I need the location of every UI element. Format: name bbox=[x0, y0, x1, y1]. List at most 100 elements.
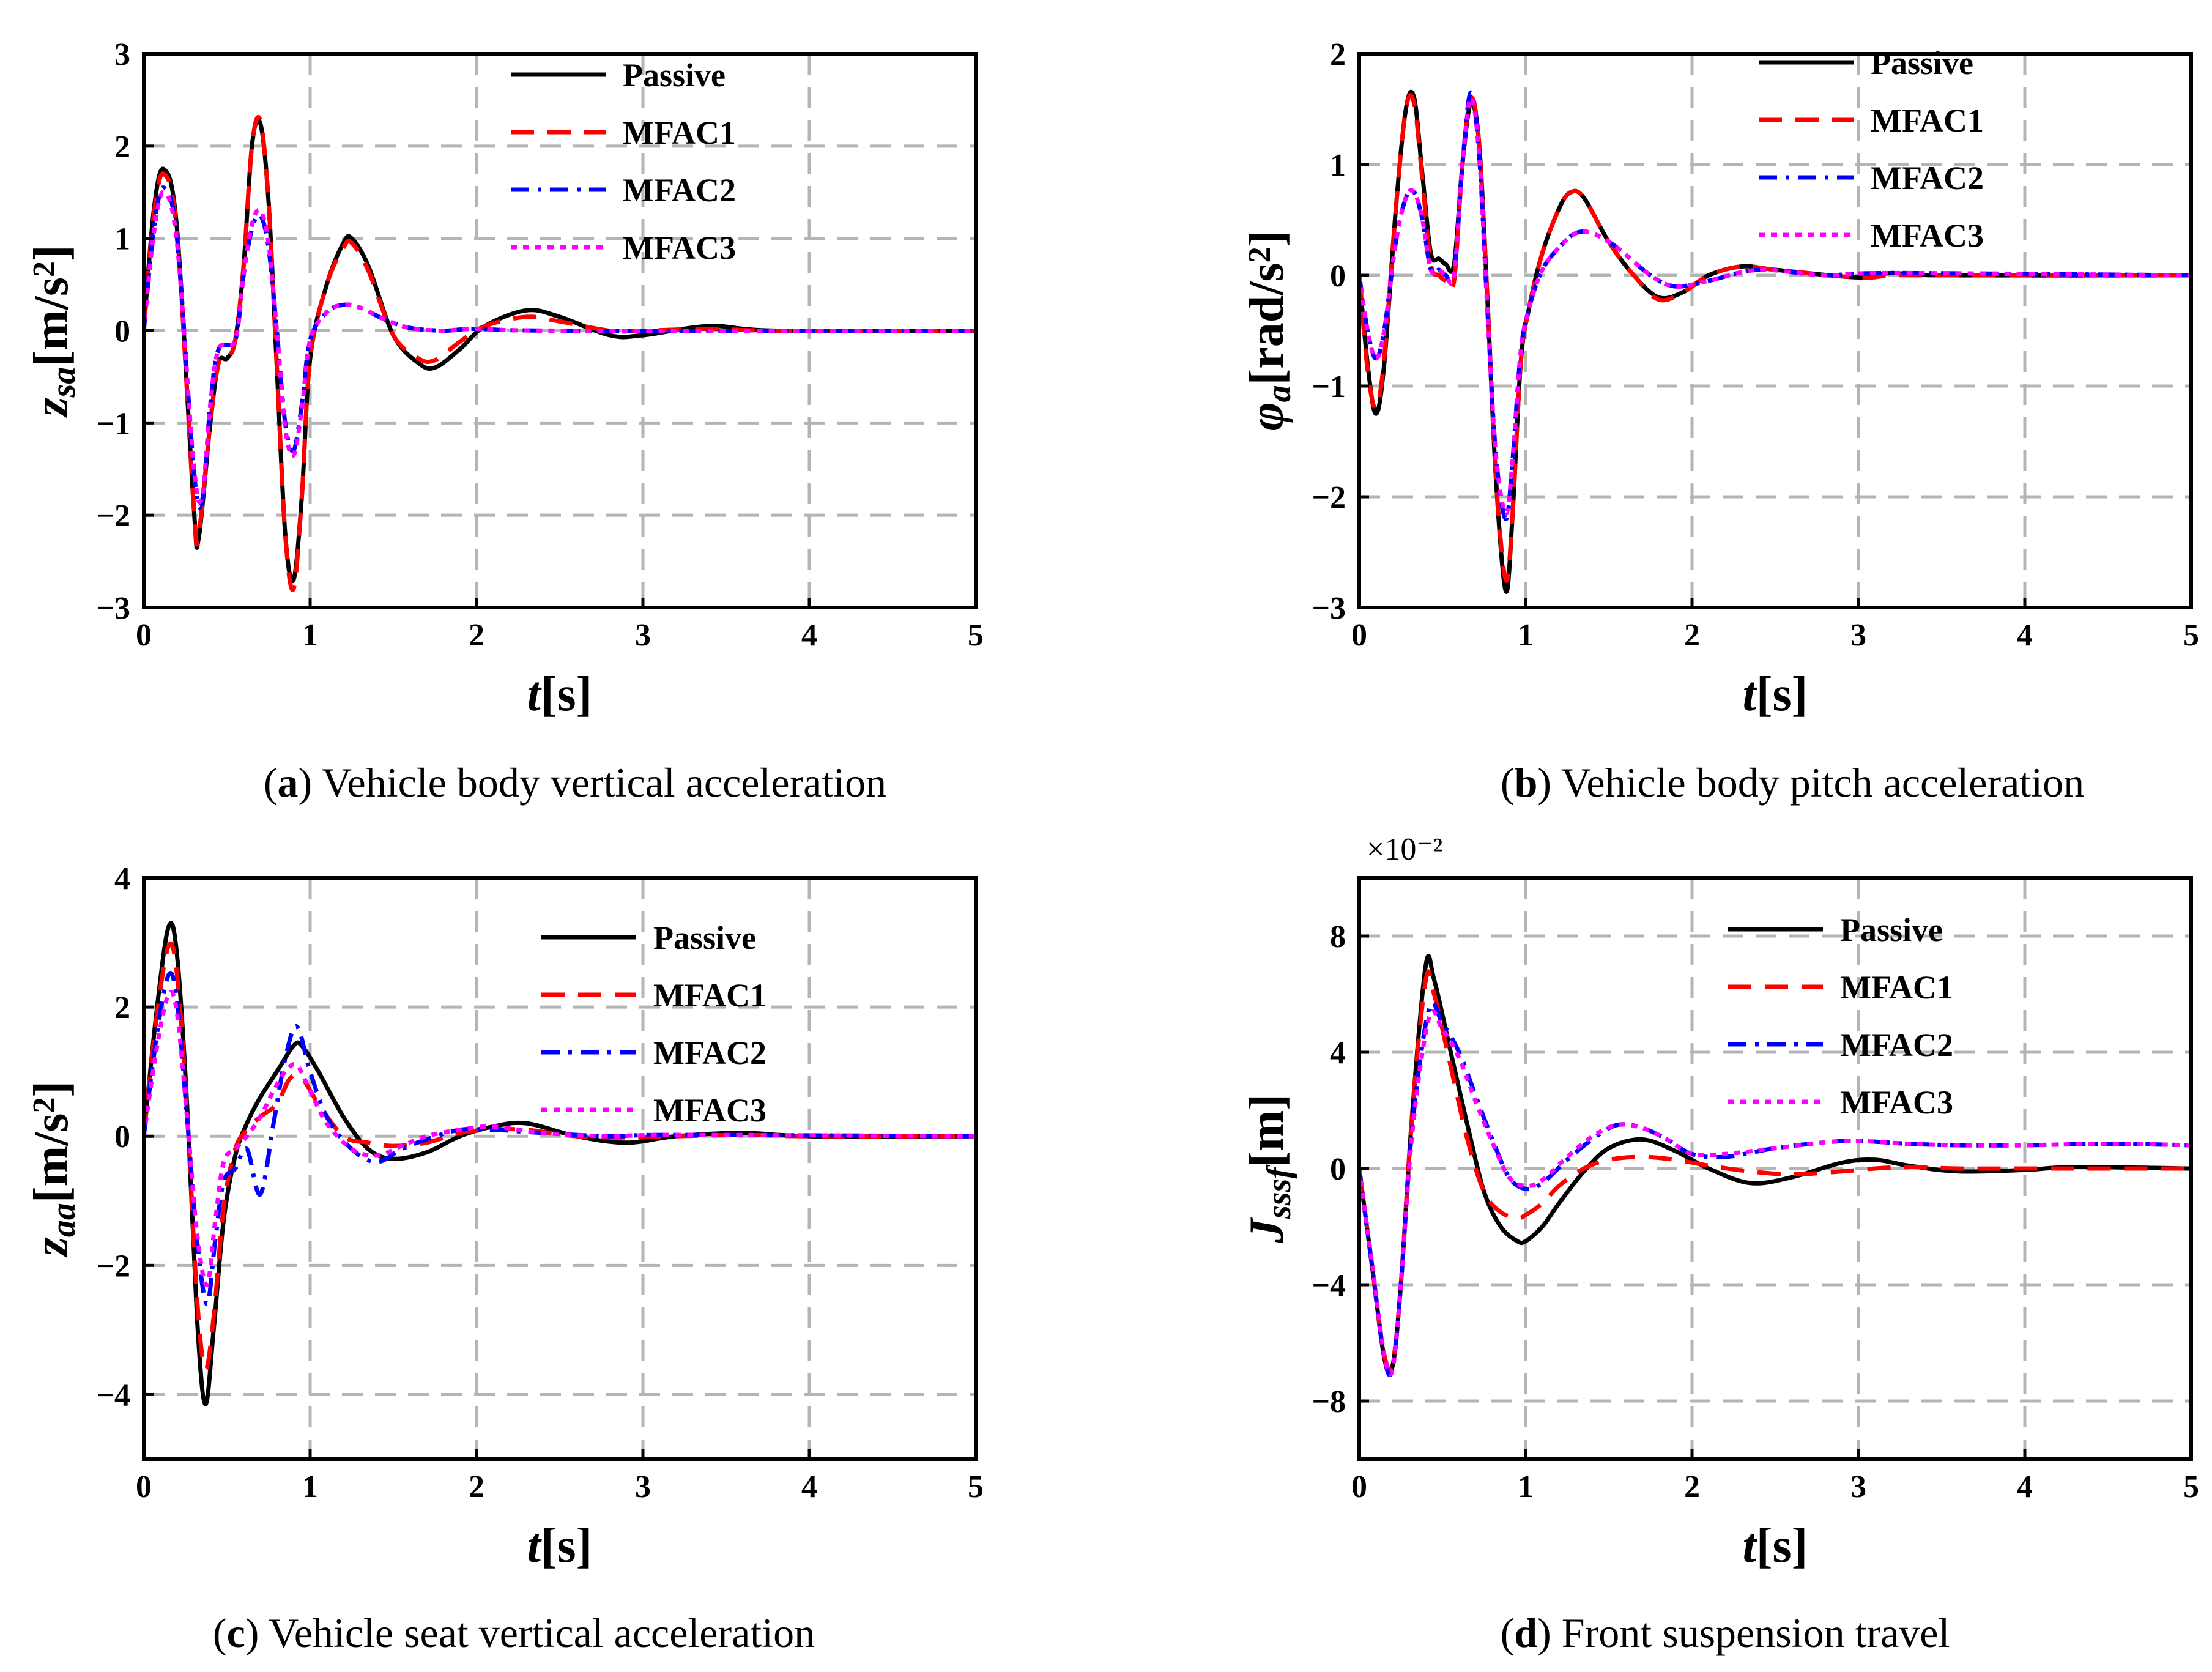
panel-caption: (b) Vehicle body pitch acceleration bbox=[1501, 759, 2084, 806]
legend: Passive MFAC1 MFAC2 MFAC3 bbox=[541, 920, 766, 1129]
x-tick-label: 0 bbox=[1351, 618, 1367, 653]
x-tick-label: 4 bbox=[2017, 1470, 2033, 1504]
x-axis-label: t[s] bbox=[527, 667, 593, 721]
chart-panel-c: 0 1 2 3 4 5 −4 −2 0 2 4 t[s] zaa[m/s2] Passive MFAC1 MF… bbox=[24, 861, 984, 1656]
x-tick-label: 0 bbox=[1351, 1470, 1367, 1504]
legend-label-mfac2: MFAC2 bbox=[1871, 160, 1984, 196]
x-tick-label: 0 bbox=[136, 1470, 152, 1504]
legend-label-mfac3: MFAC3 bbox=[1840, 1084, 1953, 1121]
y-tick-label: 2 bbox=[114, 130, 130, 165]
x-tick-label: 4 bbox=[2017, 618, 2033, 653]
y-tick-label: 8 bbox=[1330, 920, 1346, 954]
series-line-passive bbox=[1359, 89, 2191, 594]
y-tick-label: 4 bbox=[114, 861, 130, 896]
legend-label-mfac2: MFAC2 bbox=[653, 1035, 766, 1071]
legend-label-passive: Passive bbox=[623, 57, 726, 94]
y-axis-exponent: ×10⁻² bbox=[1367, 832, 1442, 867]
series-line-mfac2 bbox=[1359, 1000, 2191, 1378]
legend-label-mfac1: MFAC1 bbox=[1840, 969, 1953, 1006]
chart-panel-a: 0 1 2 3 4 5 −3 −2 −1 0 1 2 3 t[s] zsa[m/s2] Passive MFAC… bbox=[24, 37, 984, 806]
x-axis-label: t[s] bbox=[1743, 1519, 1808, 1573]
y-axis-label: φa[rad/s2] bbox=[1240, 231, 1298, 431]
series-line-mfac3 bbox=[144, 190, 976, 505]
x-tick-label: 3 bbox=[635, 1470, 651, 1504]
y-tick-label: −3 bbox=[1312, 591, 1346, 626]
plot-frame bbox=[142, 876, 978, 1461]
panel-caption: (a) Vehicle body vertical acceleration bbox=[264, 759, 886, 806]
legend-label-mfac1: MFAC1 bbox=[1871, 102, 1984, 139]
x-tick-label: 1 bbox=[302, 1470, 318, 1504]
chart-panel-b: 0 1 2 3 4 5 −3 −2 −1 0 1 2 t[s] φa[rad/s2] Passive MFAC… bbox=[1240, 37, 2199, 806]
y-tick-label: −1 bbox=[1312, 370, 1346, 404]
x-tick-label: 4 bbox=[801, 618, 817, 653]
x-axis-label: t[s] bbox=[1743, 667, 1808, 721]
x-tick-label: 4 bbox=[801, 1470, 817, 1504]
x-tick-label: 0 bbox=[136, 618, 152, 653]
x-tick-label: 1 bbox=[302, 618, 318, 653]
legend-label-mfac2: MFAC2 bbox=[1840, 1027, 1953, 1063]
x-tick-label: 5 bbox=[2183, 618, 2199, 653]
series-line-mfac3 bbox=[1359, 1009, 2191, 1377]
legend-label-mfac2: MFAC2 bbox=[623, 172, 736, 209]
series-line-mfac1 bbox=[144, 114, 976, 592]
plot-frame bbox=[1357, 52, 2193, 609]
legend-label-passive: Passive bbox=[1871, 45, 1973, 81]
series-line-mfac3 bbox=[144, 990, 976, 1287]
legend-label-passive: Passive bbox=[653, 920, 756, 956]
x-tick-label: 2 bbox=[469, 618, 484, 653]
y-axis-label: zaa[m/s2] bbox=[24, 1081, 83, 1258]
series-line-passive bbox=[1359, 953, 2191, 1375]
y-tick-label: −1 bbox=[96, 406, 130, 441]
panel-caption: (c) Vehicle seat vertical acceleration bbox=[213, 1610, 815, 1656]
series-line-mfac2 bbox=[1359, 90, 2191, 521]
y-tick-label: −2 bbox=[96, 1249, 130, 1284]
legend: Passive MFAC1 MFAC2 MFAC3 bbox=[1728, 912, 1953, 1121]
y-tick-label: −3 bbox=[96, 591, 130, 626]
legend-label-mfac3: MFAC3 bbox=[653, 1092, 766, 1129]
series-line-mfac1 bbox=[1359, 969, 2191, 1372]
legend-label-mfac3: MFAC3 bbox=[623, 229, 736, 266]
y-tick-label: 1 bbox=[1330, 148, 1346, 183]
x-tick-label: 1 bbox=[1518, 1470, 1534, 1504]
x-tick-label: 2 bbox=[1684, 618, 1700, 653]
series-line-mfac2 bbox=[144, 185, 976, 510]
y-axis-label: Jsssf[m] bbox=[1240, 1094, 1298, 1244]
y-tick-label: 4 bbox=[1330, 1036, 1346, 1071]
series-line-mfac2 bbox=[144, 971, 976, 1307]
y-tick-label: 2 bbox=[114, 990, 130, 1025]
x-tick-label: 2 bbox=[469, 1470, 484, 1504]
x-tick-label: 5 bbox=[968, 618, 984, 653]
y-tick-label: 0 bbox=[1330, 1152, 1346, 1187]
panel-caption: (d) Front suspension travel bbox=[1501, 1610, 1950, 1656]
x-tick-label: 1 bbox=[1518, 618, 1534, 653]
legend: Passive MFAC1 MFAC2 MFAC3 bbox=[1759, 45, 1984, 254]
x-tick-label: 2 bbox=[1684, 1470, 1700, 1504]
x-tick-label: 3 bbox=[635, 618, 651, 653]
y-tick-label: −8 bbox=[1312, 1384, 1346, 1419]
x-axis-label: t[s] bbox=[527, 1519, 593, 1573]
y-tick-label: 0 bbox=[1330, 259, 1346, 294]
y-tick-label: 2 bbox=[1330, 37, 1346, 72]
y-tick-label: 0 bbox=[114, 314, 130, 349]
legend-label-mfac3: MFAC3 bbox=[1871, 217, 1984, 254]
x-tick-label: 3 bbox=[1850, 1470, 1866, 1504]
x-tick-label: 5 bbox=[968, 1470, 984, 1504]
legend-label-passive: Passive bbox=[1840, 912, 1943, 948]
series-line-mfac1 bbox=[144, 941, 976, 1371]
series-line-mfac3 bbox=[1359, 95, 2191, 516]
chart-panel-d: 0 1 2 3 4 5 −8 −4 0 4 8 ×10⁻² t[s] Jsssf[m] Passive MFA… bbox=[1240, 832, 2199, 1656]
legend-label-mfac1: MFAC1 bbox=[623, 114, 736, 151]
x-tick-label: 5 bbox=[2183, 1470, 2199, 1504]
y-tick-label: 1 bbox=[114, 222, 130, 257]
y-tick-label: −4 bbox=[96, 1378, 130, 1413]
legend: Passive MFAC1 MFAC2 MFAC3 bbox=[511, 57, 736, 266]
y-tick-label: −2 bbox=[96, 499, 130, 533]
legend-label-mfac1: MFAC1 bbox=[653, 977, 766, 1014]
y-axis-label: zsa[m/s2] bbox=[24, 245, 83, 418]
x-tick-label: 3 bbox=[1850, 618, 1866, 653]
series-line-mfac1 bbox=[1359, 93, 2191, 583]
y-tick-label: 3 bbox=[114, 37, 130, 72]
y-tick-label: −4 bbox=[1312, 1268, 1346, 1303]
y-tick-label: 0 bbox=[114, 1120, 130, 1154]
